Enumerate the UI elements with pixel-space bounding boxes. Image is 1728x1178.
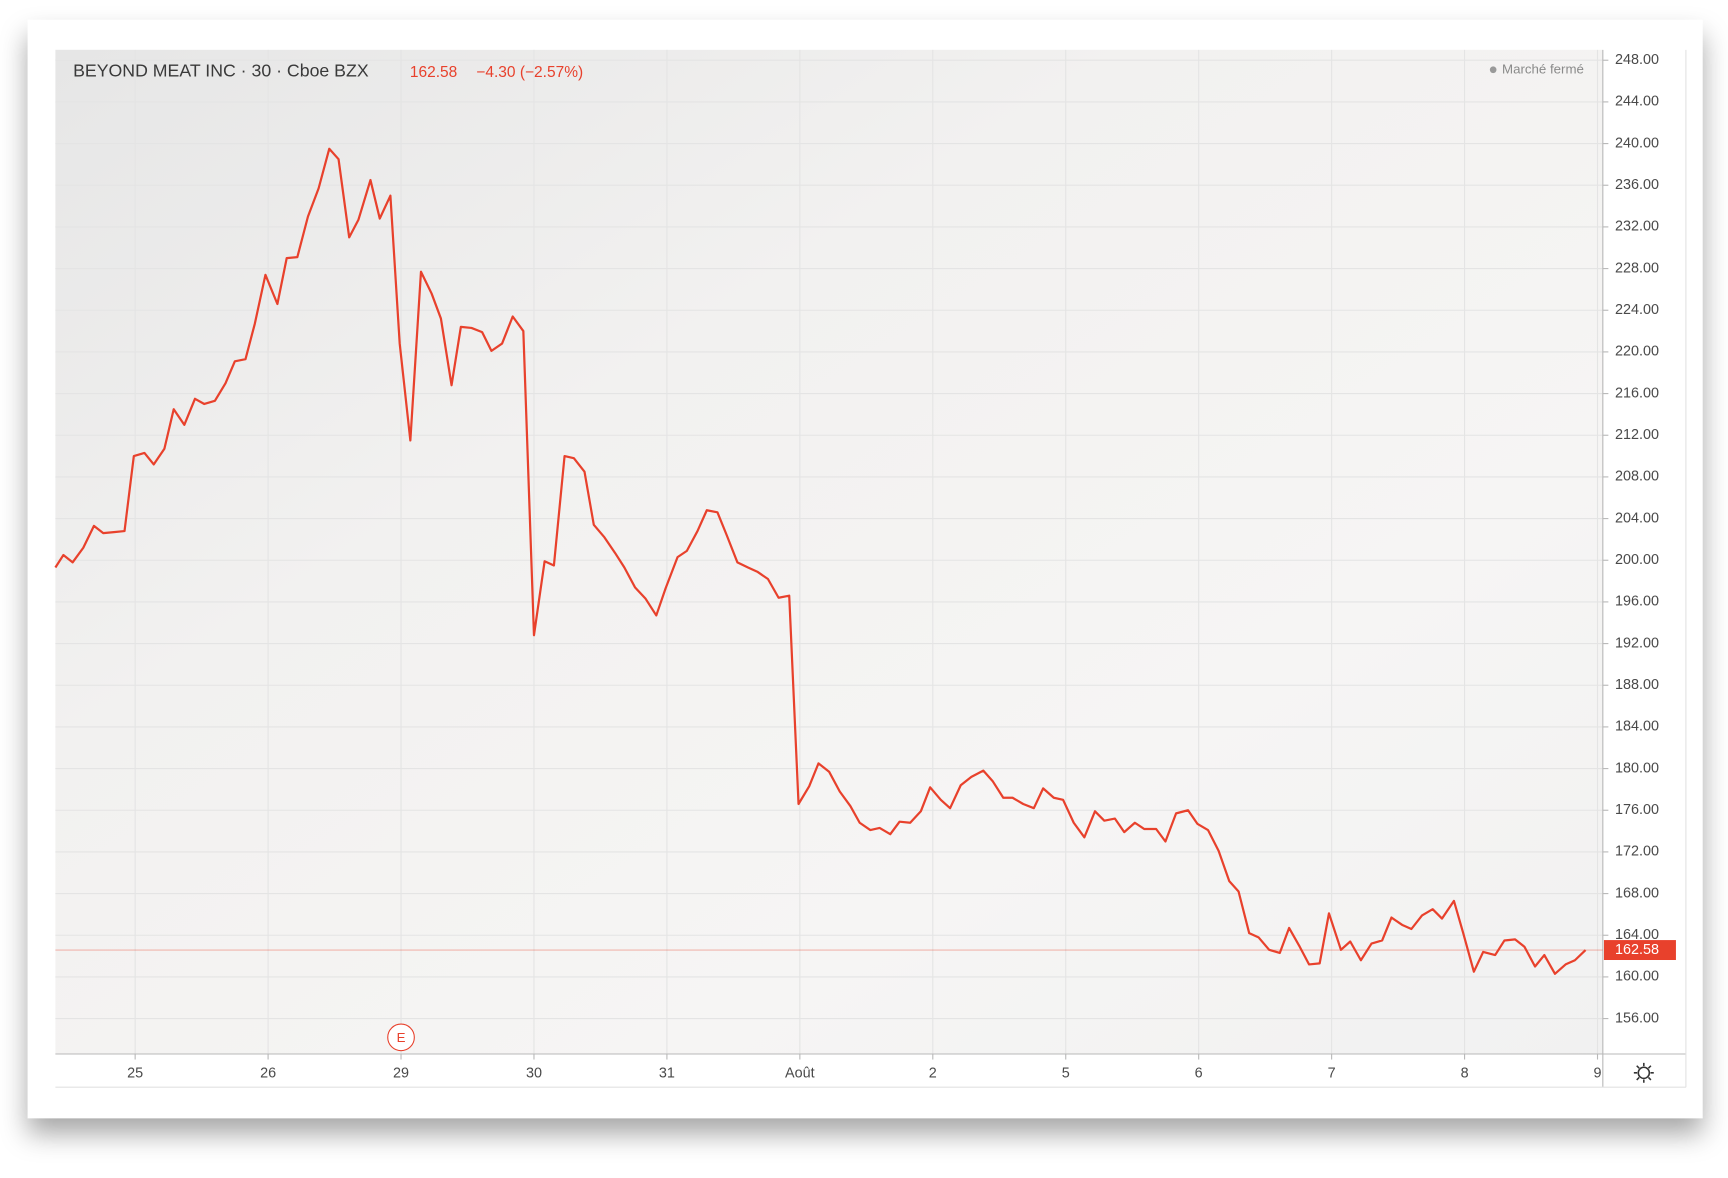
y-tick-label: 164.00 bbox=[1615, 927, 1659, 943]
price-change: −4.30 (−2.57%) bbox=[476, 64, 583, 81]
plot-background bbox=[55, 49, 1603, 1055]
labels: 156.00 160.00 164.00 168.00 172.00 176.00 180.… bbox=[127, 52, 1676, 1082]
x-tick-label: 7 bbox=[1328, 1066, 1336, 1082]
y-tick-label: 180.00 bbox=[1615, 760, 1659, 776]
y-tick-label: 248.00 bbox=[1615, 52, 1659, 68]
x-tick-label: 29 bbox=[393, 1066, 409, 1082]
last-price-tag bbox=[1603, 940, 1676, 961]
y-tick-label: 196.00 bbox=[1615, 594, 1659, 610]
x-tick-label: 26 bbox=[260, 1066, 276, 1082]
settings-icon[interactable] bbox=[1633, 1062, 1654, 1083]
price-line bbox=[54, 147, 1587, 975]
y-tick-label: 168.00 bbox=[1615, 885, 1659, 901]
market-status: Marché fermé bbox=[1502, 61, 1584, 76]
y-tick-label: 240.00 bbox=[1615, 135, 1659, 151]
chart-title: BEYOND MEAT INC · 30 · Cboe BZX bbox=[73, 61, 369, 81]
x-tick-label: 8 bbox=[1461, 1066, 1469, 1082]
y-tick-label: 212.00 bbox=[1615, 427, 1659, 443]
y-tick-label: 224.00 bbox=[1615, 302, 1659, 318]
y-tick-label: 184.00 bbox=[1615, 719, 1659, 735]
y-tick-label: 208.00 bbox=[1615, 469, 1659, 485]
y-tick-label: 232.00 bbox=[1615, 219, 1659, 235]
y-tick-label: 200.00 bbox=[1615, 552, 1659, 568]
y-tick-label: 228.00 bbox=[1615, 260, 1659, 276]
x-tick-label: Août bbox=[785, 1066, 815, 1082]
event-marker bbox=[387, 1023, 415, 1052]
y-tick-label: 216.00 bbox=[1615, 385, 1659, 401]
x-tick-label: 25 bbox=[127, 1066, 143, 1082]
y-tick-label: 188.00 bbox=[1615, 677, 1659, 693]
y-tick-label: 192.00 bbox=[1615, 635, 1659, 651]
x-tick-label: 2 bbox=[929, 1066, 937, 1082]
x-tick-label: 5 bbox=[1062, 1066, 1070, 1082]
y-tick-label: 160.00 bbox=[1615, 969, 1659, 985]
x-tick-label: 9 bbox=[1594, 1066, 1602, 1082]
event-label: E bbox=[397, 1030, 406, 1045]
grid bbox=[55, 49, 1603, 1054]
y-tick-label: 176.00 bbox=[1615, 802, 1659, 818]
y-tick-label: 172.00 bbox=[1615, 844, 1659, 860]
y-tick-label: 204.00 bbox=[1615, 510, 1659, 526]
marks bbox=[54, 147, 1603, 975]
x-tick-label: 30 bbox=[526, 1066, 542, 1082]
y-tick-label: 220.00 bbox=[1615, 344, 1659, 360]
x-tick-label: 6 bbox=[1195, 1066, 1203, 1082]
y-tick-label: 244.00 bbox=[1615, 94, 1659, 110]
x-tick-label: 31 bbox=[659, 1066, 675, 1082]
status-dot bbox=[1489, 66, 1497, 74]
y-tick-label: 236.00 bbox=[1615, 177, 1659, 193]
y-tick-label: 156.00 bbox=[1615, 1010, 1659, 1026]
last-price-tag-label: 162.58 bbox=[1615, 942, 1659, 958]
last-price: 162.58 bbox=[410, 64, 457, 81]
